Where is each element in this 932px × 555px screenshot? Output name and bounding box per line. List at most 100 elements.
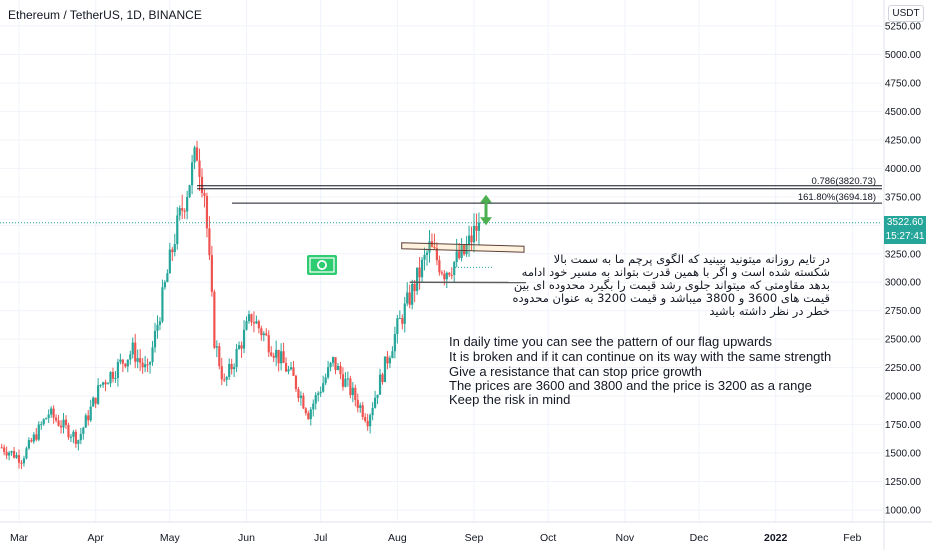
candle: [218, 343, 220, 369]
candle-body: [404, 304, 406, 324]
candle: [263, 331, 265, 341]
candle: [33, 432, 35, 444]
candle-body: [55, 418, 57, 421]
price-tick-label: 2000.00: [885, 392, 922, 403]
candle-body: [124, 364, 126, 367]
candle-body: [473, 226, 475, 242]
candle: [384, 356, 386, 382]
candle: [70, 434, 72, 442]
candle-body: [70, 437, 72, 438]
candle: [418, 257, 420, 290]
candle-body: [364, 417, 366, 421]
annotation-en-line: Keep the risk in mind: [449, 392, 570, 407]
candle-body: [456, 251, 458, 262]
candle: [122, 359, 124, 372]
candle-body: [312, 404, 314, 410]
candle: [401, 314, 403, 329]
candle-body: [451, 275, 453, 276]
price-tick-label: 3000.00: [885, 278, 922, 289]
candle: [80, 428, 82, 444]
candle: [119, 354, 121, 365]
candle-body: [384, 356, 386, 382]
symbol-title[interactable]: Ethereum / TetherUS, 1D, BINANCE: [8, 8, 202, 22]
candle: [280, 343, 282, 370]
candle: [161, 280, 163, 324]
candle: [117, 359, 119, 387]
candle-body: [226, 377, 228, 380]
candle-body: [315, 395, 317, 404]
candle: [67, 423, 69, 440]
candle-body: [154, 331, 156, 348]
candle: [226, 376, 228, 386]
annotation-en-line: The prices are 3600 and 3800 and the pri…: [449, 378, 812, 393]
candle-body: [359, 405, 361, 408]
candle: [423, 248, 425, 271]
candle: [248, 310, 250, 323]
candle-body: [3, 447, 5, 452]
candle-body: [107, 383, 109, 384]
candle-body: [179, 208, 181, 216]
candle-body: [159, 321, 161, 325]
candle: [129, 351, 131, 365]
candle: [349, 376, 351, 398]
candle: [451, 267, 453, 279]
candle: [255, 315, 257, 324]
candle: [282, 343, 284, 363]
candle-body: [478, 223, 480, 231]
candle-body: [169, 250, 171, 274]
candle-body: [65, 420, 67, 425]
candle-body: [146, 364, 148, 365]
time-tick-label: May: [160, 532, 181, 544]
candle: [250, 314, 252, 326]
price-axis[interactable]: 1000.001250.001500.001750.002000.002250.…: [884, 0, 921, 550]
candle-body: [250, 314, 252, 322]
candle: [238, 341, 240, 349]
candle: [391, 346, 393, 358]
candle: [181, 195, 183, 220]
annotation-persian[interactable]: در تایم روزانه میتونید ببینید که الگوی پ…: [520, 253, 830, 318]
money-icon[interactable]: [307, 255, 337, 275]
candle-body: [87, 415, 89, 420]
candle-body: [189, 185, 191, 197]
candle: [20, 460, 22, 469]
candle-body: [292, 367, 294, 376]
candle: [448, 272, 450, 277]
price-tick-label: 1750.00: [885, 420, 922, 431]
candle-body: [112, 372, 114, 379]
candle-body: [347, 378, 349, 379]
candle-body: [92, 398, 94, 407]
candle: [290, 362, 292, 371]
candle-body: [104, 382, 106, 384]
currency-button[interactable]: USDT: [888, 5, 924, 22]
candle: [258, 320, 260, 334]
candle-body: [60, 426, 62, 428]
last-price-tag: 3522.60: [884, 216, 926, 230]
candle: [62, 413, 64, 433]
flag-upper-band[interactable]: [402, 243, 524, 252]
candle-body: [379, 374, 381, 394]
time-tick-label: Mar: [10, 532, 29, 544]
candle: [446, 271, 448, 288]
candle-body: [389, 358, 391, 363]
candle: [337, 363, 339, 370]
candle: [295, 375, 297, 392]
candle-body: [282, 351, 284, 363]
candle-body: [186, 197, 188, 211]
candle: [196, 141, 198, 161]
candle: [109, 371, 111, 387]
candle: [379, 369, 381, 395]
candle: [189, 185, 191, 198]
candle: [87, 410, 89, 425]
price-tick-label: 5250.00: [885, 22, 922, 33]
candle-body: [352, 388, 354, 395]
candle-body: [438, 260, 440, 272]
candle-body: [72, 432, 74, 437]
candle: [144, 356, 146, 372]
candle: [176, 207, 178, 250]
candle: [307, 411, 309, 420]
candle: [223, 373, 225, 382]
time-tick-label: Nov: [615, 532, 634, 544]
candle-body: [285, 363, 287, 371]
